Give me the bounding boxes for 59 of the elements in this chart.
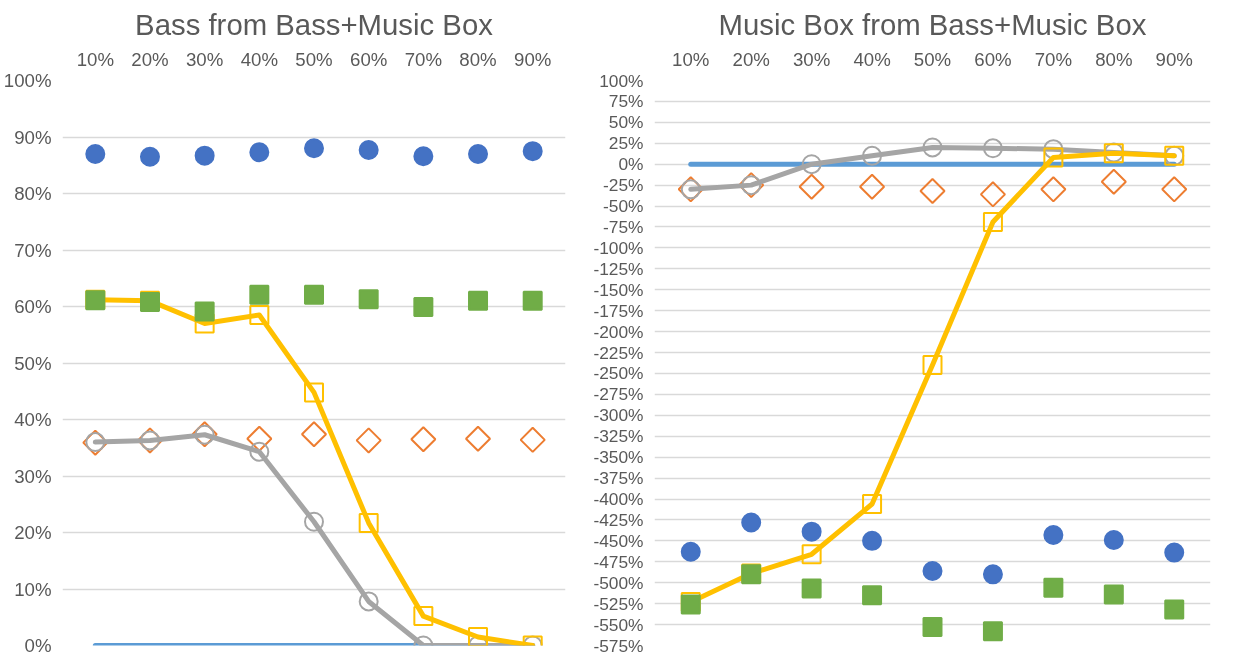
y-tick-label: -400% (593, 489, 644, 510)
y-tick-label: -475% (593, 551, 644, 572)
x-tick-label: 90% (1155, 48, 1193, 70)
y-tick-label: 80% (14, 183, 52, 204)
y-tick-label: 30% (14, 465, 52, 487)
y-tick-label: 75% (608, 91, 644, 112)
y-tick-label: 100% (599, 70, 644, 91)
x-tick-label: 90% (514, 48, 552, 70)
y-tick-label: -575% (593, 635, 644, 656)
y-tick-label: -275% (593, 384, 644, 405)
y-tick-label: -300% (593, 405, 644, 426)
y-tick-label: -25% (603, 175, 644, 196)
y-tick-label: -525% (593, 593, 644, 614)
x-tick-label: 50% (295, 48, 333, 70)
y-tick-label: -100% (593, 237, 644, 258)
y-tick-label: -500% (593, 572, 644, 593)
y-tick-label: 90% (14, 126, 52, 148)
y-tick-label: -250% (593, 363, 644, 384)
x-tick-label: 10% (76, 48, 114, 70)
y-tick-label: 40% (14, 409, 52, 430)
y-tick-label: 10% (14, 578, 52, 600)
y-tick-label: -125% (593, 258, 644, 279)
y-tick-label: 0% (24, 635, 52, 656)
y-tick-label: 50% (608, 112, 644, 133)
y-tick-label: 0% (618, 154, 644, 175)
x-tick-label: 50% (913, 48, 952, 70)
x-tick-label: 20% (131, 48, 169, 70)
y-tick-label: -425% (593, 509, 644, 530)
y-tick-label: -50% (603, 196, 644, 217)
x-tick-label: 10% (672, 48, 710, 70)
chart-title: Bass from Bass+Music Box (135, 7, 494, 41)
y-tick-label: 70% (14, 239, 52, 261)
y-tick-label: -450% (593, 530, 644, 551)
x-tick-label: 80% (459, 48, 497, 70)
y-tick-label: 100% (3, 70, 52, 91)
y-tick-label: -75% (603, 216, 644, 237)
y-tick-label: -325% (593, 426, 644, 447)
x-tick-label: 30% (185, 48, 224, 70)
y-tick-label: -550% (593, 614, 644, 635)
x-tick-label: 70% (1034, 48, 1073, 70)
y-tick-label: -175% (593, 300, 644, 321)
y-tick-label: -150% (593, 279, 644, 300)
y-tick-label: 25% (608, 133, 644, 154)
x-tick-label: 20% (732, 48, 770, 70)
x-tick-label: 30% (792, 48, 831, 70)
y-tick-label: 60% (14, 296, 52, 317)
x-tick-label: 60% (350, 48, 388, 70)
x-tick-label: 70% (404, 48, 443, 70)
x-tick-label: 80% (1095, 48, 1133, 70)
x-tick-label: 40% (240, 48, 278, 70)
chart-title: Music Box from Bass+Music Box (718, 7, 1147, 41)
x-tick-label: 40% (853, 48, 891, 70)
x-tick-label: 60% (974, 48, 1012, 70)
y-tick-label: 20% (14, 522, 52, 543)
y-tick-label: -225% (593, 342, 644, 363)
y-tick-label: -200% (593, 321, 644, 342)
y-tick-label: 50% (14, 352, 52, 374)
y-tick-label: -350% (593, 447, 644, 468)
y-tick-label: -375% (593, 468, 644, 489)
